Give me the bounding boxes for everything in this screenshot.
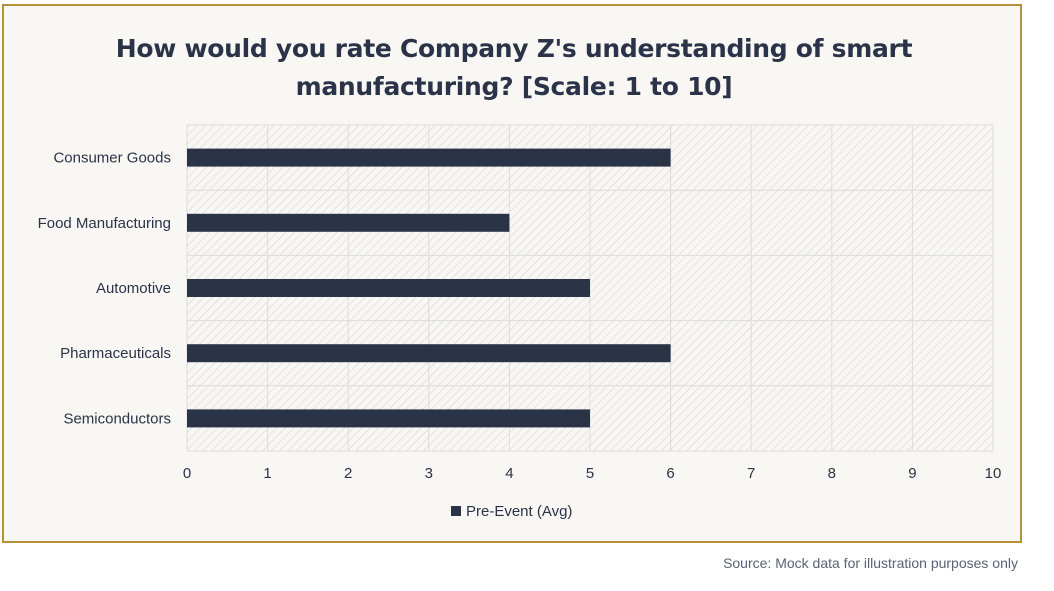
- x-tick-label: 5: [586, 465, 594, 482]
- x-tick-label: 8: [828, 465, 836, 482]
- chart-title-line-1: How would you rate Company Z's understan…: [115, 34, 913, 63]
- bar-consumer-goods: [187, 148, 671, 167]
- x-tick-label: 3: [425, 465, 433, 482]
- category-label: Automotive: [96, 280, 171, 297]
- bar-pharmaceuticals: [187, 344, 671, 363]
- category-label: Food Manufacturing: [38, 215, 171, 232]
- source-note: Source: Mock data for illustration purpo…: [723, 555, 1018, 571]
- legend-swatch: [451, 506, 461, 516]
- chart-title: How would you rate Company Z's understan…: [4, 30, 1024, 106]
- x-tick-label: 2: [344, 465, 352, 482]
- bar-food-manufacturing: [187, 213, 510, 232]
- bar-automotive: [187, 279, 590, 297]
- x-tick-label: 10: [985, 465, 1002, 482]
- category-label: Semiconductors: [63, 410, 171, 427]
- x-tick-label: 4: [505, 465, 513, 482]
- x-tick-label: 1: [263, 465, 271, 482]
- x-tick-label: 7: [747, 465, 755, 482]
- bar-semiconductors: [187, 409, 590, 428]
- x-tick-label: 9: [908, 465, 916, 482]
- x-tick-label: 6: [666, 465, 674, 482]
- x-tick-label: 0: [183, 465, 191, 482]
- chart-title-line-2: manufacturing? [Scale: 1 to 10]: [295, 72, 733, 101]
- category-label: Consumer Goods: [53, 150, 171, 167]
- category-label: Pharmaceuticals: [60, 345, 171, 362]
- legend-label: Pre-Event (Avg): [466, 503, 572, 520]
